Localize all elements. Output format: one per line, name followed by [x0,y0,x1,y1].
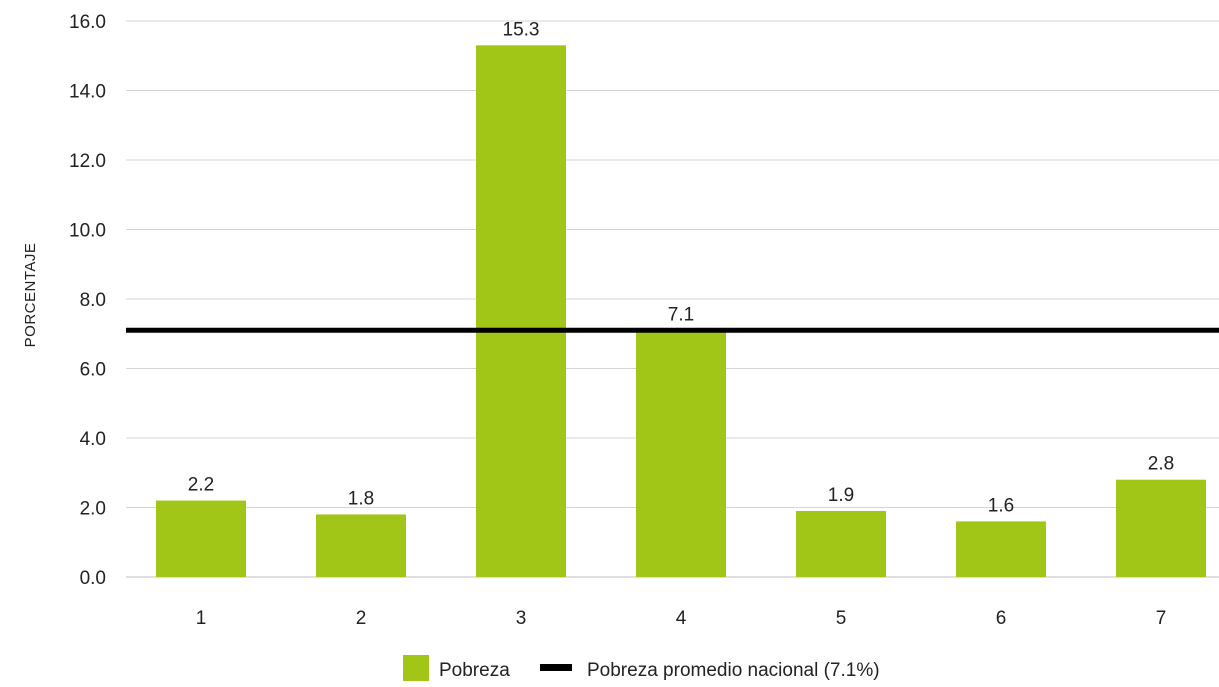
bar-pobreza [156,500,246,577]
y-tick-label: 16.0 [69,12,106,33]
legend-swatch-promedio-nacional [540,664,572,671]
bar-pobreza [796,510,886,577]
bars-layer [156,45,1206,577]
bar-data-label: 2.2 [188,475,214,496]
x-tick-label: 6 [996,608,1007,629]
bar-data-label: 15.3 [503,19,540,40]
bar-pobreza [476,45,566,577]
x-tick-label: 5 [836,608,847,629]
bar-data-label: 7.1 [668,304,694,325]
legend-swatch-pobreza [403,655,429,681]
y-tick-label: 12.0 [69,151,106,172]
labels-layer: 0.0 2.0 4.0 6.0 8.0 10.0 12.0 14.0 16.0 2.2 1 1.8 2 1… [69,12,1174,629]
bar-pobreza [316,514,406,577]
x-tick-label: 7 [1156,608,1167,629]
x-tick-label: 2 [356,608,367,629]
x-tick-label: 4 [676,608,687,629]
y-tick-label: 10.0 [69,221,106,242]
y-tick-label: 8.0 [80,290,106,311]
bar-data-label: 1.8 [348,488,374,509]
bar-data-label: 1.6 [988,495,1014,516]
x-tick-label: 1 [196,608,207,629]
y-tick-label: 6.0 [80,360,106,381]
y-tick-label: 14.0 [69,82,106,103]
bar-pobreza [636,330,726,577]
legend-label-pobreza: Pobreza [439,660,510,681]
bar-pobreza [1116,479,1206,577]
y-tick-label: 0.0 [80,568,106,589]
y-tick-label: 2.0 [80,499,106,520]
bar-data-label: 1.9 [828,485,854,506]
legend: Pobreza Pobreza promedio nacional (7.1%) [403,655,880,681]
legend-label-promedio-nacional: Pobreza promedio nacional (7.1%) [587,660,880,681]
bar-pobreza [956,521,1046,577]
x-tick-label: 3 [516,608,527,629]
bar-data-label: 2.8 [1148,454,1174,475]
grid-layer [126,20,1219,578]
y-axis-title: PORCENTAJE [22,243,39,348]
y-tick-label: 4.0 [80,429,106,450]
